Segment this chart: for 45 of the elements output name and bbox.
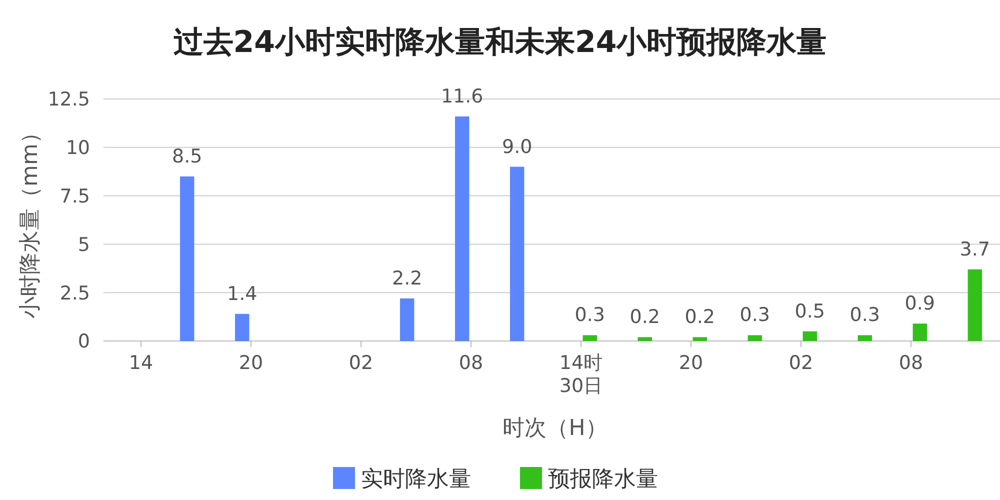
x-tick-label: 14时 30日 [559, 352, 603, 397]
data-label: 8.5 [172, 145, 202, 168]
data-label: 3.7 [960, 238, 990, 260]
x-tick-label: 14 [128, 352, 154, 374]
data-label: 2.2 [392, 267, 422, 290]
data-label: 0.9 [904, 292, 935, 315]
y-tick-label: 0 [78, 330, 90, 353]
x-tick-label: 02 [788, 352, 814, 374]
bar [912, 324, 927, 341]
x-tick-label: 20 [238, 352, 264, 374]
x-axis-title: 时次（H） [502, 416, 608, 441]
bar [235, 314, 250, 341]
bar [455, 116, 470, 341]
y-tick-label: 12.5 [48, 88, 90, 111]
y-axis-title: 小时降水量（mm） [18, 122, 43, 318]
chart-title: 过去24小时实时降水量和未来24小时预报降水量 [173, 25, 827, 60]
data-label: 0.3 [850, 304, 880, 326]
x-tick-label: 20 [678, 352, 704, 374]
bar [968, 269, 982, 341]
x-tick-label: 08 [458, 352, 484, 374]
data-label: 9.0 [502, 136, 532, 158]
x-tick-label: 02 [348, 352, 374, 374]
data-label: 0.2 [684, 306, 715, 328]
data-label: 0.3 [574, 304, 605, 326]
bar [180, 176, 194, 341]
data-label: 11.6 [440, 85, 484, 108]
y-tick-label: 10 [66, 137, 90, 160]
bar [510, 166, 524, 341]
y-tick-label: 5 [78, 234, 90, 256]
y-tick-label: 2.5 [60, 282, 90, 304]
bar [748, 335, 762, 341]
bar [858, 335, 872, 341]
bar [802, 331, 817, 341]
y-tick-label: 7.5 [60, 185, 90, 208]
bar [582, 335, 597, 341]
bar [400, 298, 414, 341]
bar [638, 337, 652, 341]
data-label: 0.5 [794, 300, 825, 322]
legend-label: 预报降水量 [548, 467, 658, 492]
data-label: 1.4 [227, 282, 258, 305]
data-label: 0.2 [630, 306, 660, 328]
bar [692, 337, 707, 341]
legend-label: 实时降水量 [361, 467, 471, 492]
data-label: 0.3 [740, 304, 770, 326]
x-tick-label: 08 [898, 352, 924, 374]
